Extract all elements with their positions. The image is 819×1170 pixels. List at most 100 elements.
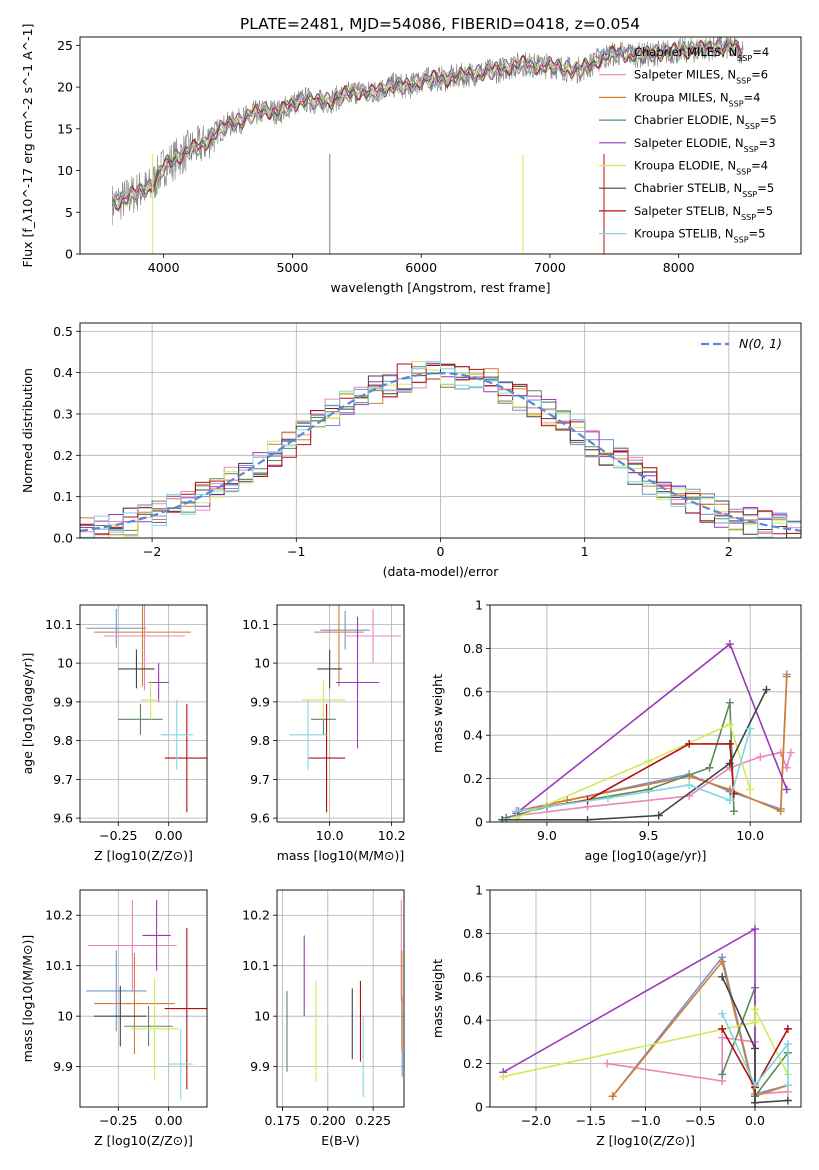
axes-frame: [276, 889, 405, 1108]
y-tick-label: 0.6: [463, 969, 483, 984]
weight-marker: [718, 1070, 727, 1079]
x-tick-label: −1: [287, 544, 305, 559]
x-tick-label: 9.5: [639, 828, 659, 843]
y-tick-label: 0.2: [463, 771, 483, 786]
y-tick-label: 10: [57, 656, 73, 671]
y-tick-label: 0.0: [53, 531, 73, 546]
weight-marker: [783, 1081, 792, 1090]
weight-lines: [499, 925, 792, 1107]
y-tick-label: 10.2: [45, 908, 73, 923]
weight-marker: [725, 739, 734, 748]
weight-marker: [685, 781, 694, 790]
x-tick-label: −1.5: [576, 1113, 606, 1128]
weight-marker: [718, 972, 727, 981]
weight-marker: [751, 1044, 760, 1053]
weight-marker: [603, 794, 612, 803]
legend-subscript: SSP: [741, 212, 756, 221]
legend-nssp: =5: [757, 181, 774, 195]
model-spectrum-kroupa-stelib: [111, 37, 743, 209]
weight-marker: [786, 748, 795, 757]
weight-marker: [583, 815, 592, 822]
y-tick-label: 9.7: [53, 772, 73, 787]
model-spectrum-kroupa-elodie: [111, 38, 743, 208]
legend-label: Salpeter ELODIE, NSSP=3: [634, 136, 776, 154]
x-tick-label: 0: [437, 544, 445, 559]
legend-label: N(0, 1): [739, 336, 782, 351]
axes-frame: [79, 604, 208, 823]
x-tick-label: 0.0: [745, 1113, 765, 1128]
axes-frame: [79, 889, 208, 1108]
y-tick-label: 9.9: [250, 694, 270, 709]
weight-marker: [644, 757, 653, 766]
legend-nssp: =4: [751, 159, 768, 173]
x-tick-label: −0.25: [99, 1113, 137, 1128]
weight-marker: [654, 811, 663, 820]
legend-subscript: SSP: [745, 122, 760, 131]
y-tick-label: 10: [57, 163, 73, 178]
legend-label: Kroupa MILES, NSSP=4: [634, 90, 760, 108]
errorbar-group: [286, 900, 403, 1097]
y-tick-label: 0: [65, 247, 73, 262]
x-tick-label: 1: [581, 544, 589, 559]
x-tick-label: 2: [725, 544, 733, 559]
weight-marker: [705, 763, 714, 772]
legend-nssp: =3: [759, 136, 776, 150]
age-vs-mass-panel: 10.0 10.2 9.6 9.7 9.8 9.9 10 10.1 mass [log10(M/…: [242, 604, 406, 863]
mass-vs-Z-panel: −0.25 0.00 9.9 10 10.1 10.2 Z [log10(Z/Z⊙)] mas…: [20, 889, 208, 1148]
x-tick-label: −0.5: [685, 1113, 715, 1128]
weight-marker: [751, 1005, 760, 1014]
weight-marker: [718, 957, 727, 966]
legend-subscript: SSP: [736, 167, 751, 176]
y-tick-label: 10.1: [242, 958, 270, 973]
weight-marker: [725, 698, 734, 707]
x-tick-label: 0.225: [355, 1113, 391, 1128]
weight-vs-age-panel: 9.0 9.5 10.0 0 0.2 0.4 0.6 0.8 1 age [log10(age/y…: [430, 598, 802, 863]
weight-marker: [498, 815, 507, 822]
weight-marker: [756, 752, 765, 761]
spectrum-lines: [111, 37, 744, 254]
y-axis-label: mass weight: [430, 674, 445, 753]
y-tick-label: 0: [475, 1100, 483, 1115]
legend-label: Kroupa ELODIE, NSSP=4: [634, 159, 768, 177]
legend-nssp: =4: [744, 90, 761, 104]
weight-marker: [725, 720, 734, 729]
y-tick-label: 9.6: [250, 811, 270, 826]
weight-marker: [608, 1092, 617, 1101]
weight-marker: [725, 796, 734, 805]
legend-nssp: =4: [752, 45, 769, 59]
y-tick-label: 0.4: [463, 728, 483, 743]
legend-label: Chabrier ELODIE, NSSP=5: [634, 113, 777, 131]
weight-marker: [751, 1098, 760, 1107]
weight-marker: [499, 1072, 508, 1081]
spectrum-legend: Chabrier MILES, NSSP=4 Salpeter MILES, NS…: [599, 45, 777, 244]
y-tick-label: 9.8: [250, 733, 270, 748]
legend-label: Salpeter STELIB, NSSP=5: [634, 204, 773, 222]
x-axis-label: Z [log10(Z/Z⊙)]: [94, 1133, 193, 1148]
axes-frame: [276, 604, 405, 823]
weight-line-salpeter-stelib: [516, 743, 735, 812]
x-axis-label: E(B-V): [321, 1133, 360, 1148]
weight-marker: [782, 672, 791, 681]
axes-frame: [489, 604, 802, 823]
x-axis-label: Z [log10(Z/Z⊙)]: [596, 1133, 695, 1148]
weight-marker: [762, 685, 771, 694]
x-tick-label: 9.0: [537, 828, 557, 843]
y-tick-label: 0.2: [463, 1056, 483, 1071]
axes-frame: [79, 322, 802, 539]
weight-marker: [725, 640, 734, 649]
x-tick-label: 0.200: [310, 1113, 346, 1128]
weight-marker: [751, 1018, 760, 1027]
weight-line-kroupa-stelib: [721, 1013, 789, 1087]
model-spectrum-chabrier-stelib: [112, 39, 743, 211]
legend-subscript: SSP: [742, 190, 757, 199]
weight-marker: [512, 807, 521, 816]
weight-marker: [746, 785, 755, 794]
x-tick-label: 8000: [663, 260, 695, 275]
x-tick-label: −2: [143, 544, 161, 559]
weight-line-chabrier-stelib: [721, 976, 788, 1104]
axes-frame: [79, 36, 802, 255]
hist-kroupa-elodie: [80, 361, 801, 538]
y-tick-label: 1: [475, 883, 483, 898]
x-tick-label: −1.0: [630, 1113, 660, 1128]
